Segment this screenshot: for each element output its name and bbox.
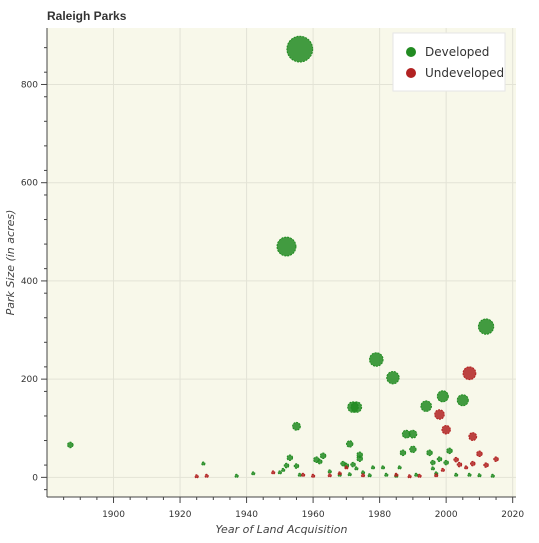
grid-lines	[47, 28, 516, 497]
undeveloped-park-point	[417, 473, 422, 478]
developed-park-point	[397, 465, 402, 470]
developed-park-point	[347, 472, 352, 477]
legend-label-undeveloped: Undeveloped	[425, 66, 504, 80]
developed-park-point	[430, 466, 435, 471]
y-tick-label: 600	[21, 179, 38, 189]
developed-park-point	[370, 465, 376, 470]
developed-park-point	[286, 454, 294, 461]
x-axis-label: Year of Land Acquisition	[216, 523, 348, 536]
undeveloped-park-point	[360, 473, 366, 478]
developed-park-point	[360, 470, 366, 475]
developed-park-point	[426, 449, 433, 457]
developed-park-point	[345, 440, 354, 448]
undeveloped-park-point	[483, 462, 489, 468]
developed-park-point	[67, 441, 74, 449]
undeveloped-park-point	[441, 424, 451, 435]
undeveloped-park-point	[327, 473, 332, 478]
developed-park-point	[277, 470, 282, 475]
developed-park-point	[316, 458, 323, 465]
developed-park-point	[408, 429, 418, 439]
developed-park-point	[414, 472, 419, 478]
developed-park-point	[386, 370, 400, 385]
developed-park-point	[399, 449, 407, 457]
developed-park-point	[477, 318, 495, 335]
data-points	[67, 35, 499, 479]
developed-park-point	[286, 35, 314, 63]
y-tick-label: 0	[32, 473, 38, 483]
y-tick-label: 800	[21, 80, 38, 90]
developed-park-point	[467, 472, 472, 478]
undeveloped-park-point	[476, 450, 483, 458]
developed-park-point	[446, 447, 453, 455]
developed-park-point	[283, 462, 290, 469]
developed-park-point	[201, 461, 206, 466]
legend: Developed Undeveloped	[392, 32, 506, 92]
undeveloped-park-point	[407, 474, 412, 479]
undeveloped-park-point	[469, 460, 476, 467]
developed-park-point	[430, 459, 436, 466]
undeveloped-park-point	[462, 366, 477, 381]
developed-park-point	[477, 473, 482, 478]
y-axis-label: Park Size (in acres)	[4, 210, 17, 316]
undeveloped-park-point	[456, 461, 463, 468]
developed-park-point	[436, 456, 443, 462]
legend-marker-developed	[406, 47, 416, 57]
developed-park-point	[297, 472, 302, 478]
developed-park-point	[420, 400, 432, 412]
axes: 1900 1920 1940 1960 1980 2000 2020 0 200 400 600 80…	[21, 28, 524, 520]
developed-park-point	[276, 236, 297, 257]
developed-park-point	[251, 471, 256, 476]
undeveloped-park-point	[440, 467, 445, 473]
x-tick-label: 2020	[501, 510, 524, 520]
developed-park-point	[436, 390, 449, 403]
undeveloped-park-point	[468, 432, 478, 442]
developed-park-point	[443, 459, 449, 466]
developed-park-point	[490, 473, 495, 478]
legend-label-developed: Developed	[425, 45, 489, 59]
x-tick-label: 1980	[368, 510, 391, 520]
undeveloped-park-point	[301, 472, 306, 478]
developed-park-point	[281, 467, 286, 473]
developed-park-point	[327, 469, 332, 474]
undeveloped-park-point	[434, 409, 445, 420]
developed-park-point	[292, 421, 301, 431]
undeveloped-park-point	[453, 456, 459, 463]
developed-park-point	[380, 465, 386, 470]
x-tick-label: 2000	[435, 510, 458, 520]
developed-park-point	[354, 466, 359, 471]
chart-title: Raleigh Parks	[47, 9, 127, 23]
undeveloped-park-point	[493, 456, 499, 462]
developed-park-point	[234, 473, 239, 478]
y-tick-label: 400	[21, 277, 38, 287]
x-tick-label: 1940	[235, 510, 258, 520]
developed-park-point	[369, 352, 384, 367]
developed-park-point	[409, 445, 417, 454]
undeveloped-park-point	[194, 474, 199, 479]
undeveloped-park-point	[464, 465, 469, 470]
undeveloped-park-point	[394, 472, 399, 478]
developed-park-point	[293, 463, 300, 469]
undeveloped-park-point	[271, 470, 276, 475]
developed-park-point	[350, 401, 363, 413]
developed-park-point	[319, 452, 327, 460]
x-tick-label: 1920	[169, 510, 192, 520]
x-tick-label: 1900	[102, 510, 125, 520]
developed-park-point	[454, 472, 459, 478]
x-tick-label: 1960	[302, 510, 325, 520]
developed-park-point	[356, 455, 363, 462]
undeveloped-park-point	[310, 473, 316, 478]
undeveloped-park-point	[337, 471, 342, 476]
developed-park-point	[456, 394, 469, 407]
developed-park-point	[384, 472, 389, 478]
undeveloped-park-point	[434, 473, 439, 478]
undeveloped-park-point	[204, 473, 209, 478]
undeveloped-park-point	[344, 465, 349, 470]
legend-marker-undeveloped	[406, 68, 416, 78]
y-tick-label: 200	[21, 375, 38, 385]
developed-park-point	[350, 461, 356, 468]
developed-park-point	[367, 473, 372, 478]
legend-box	[392, 32, 506, 92]
